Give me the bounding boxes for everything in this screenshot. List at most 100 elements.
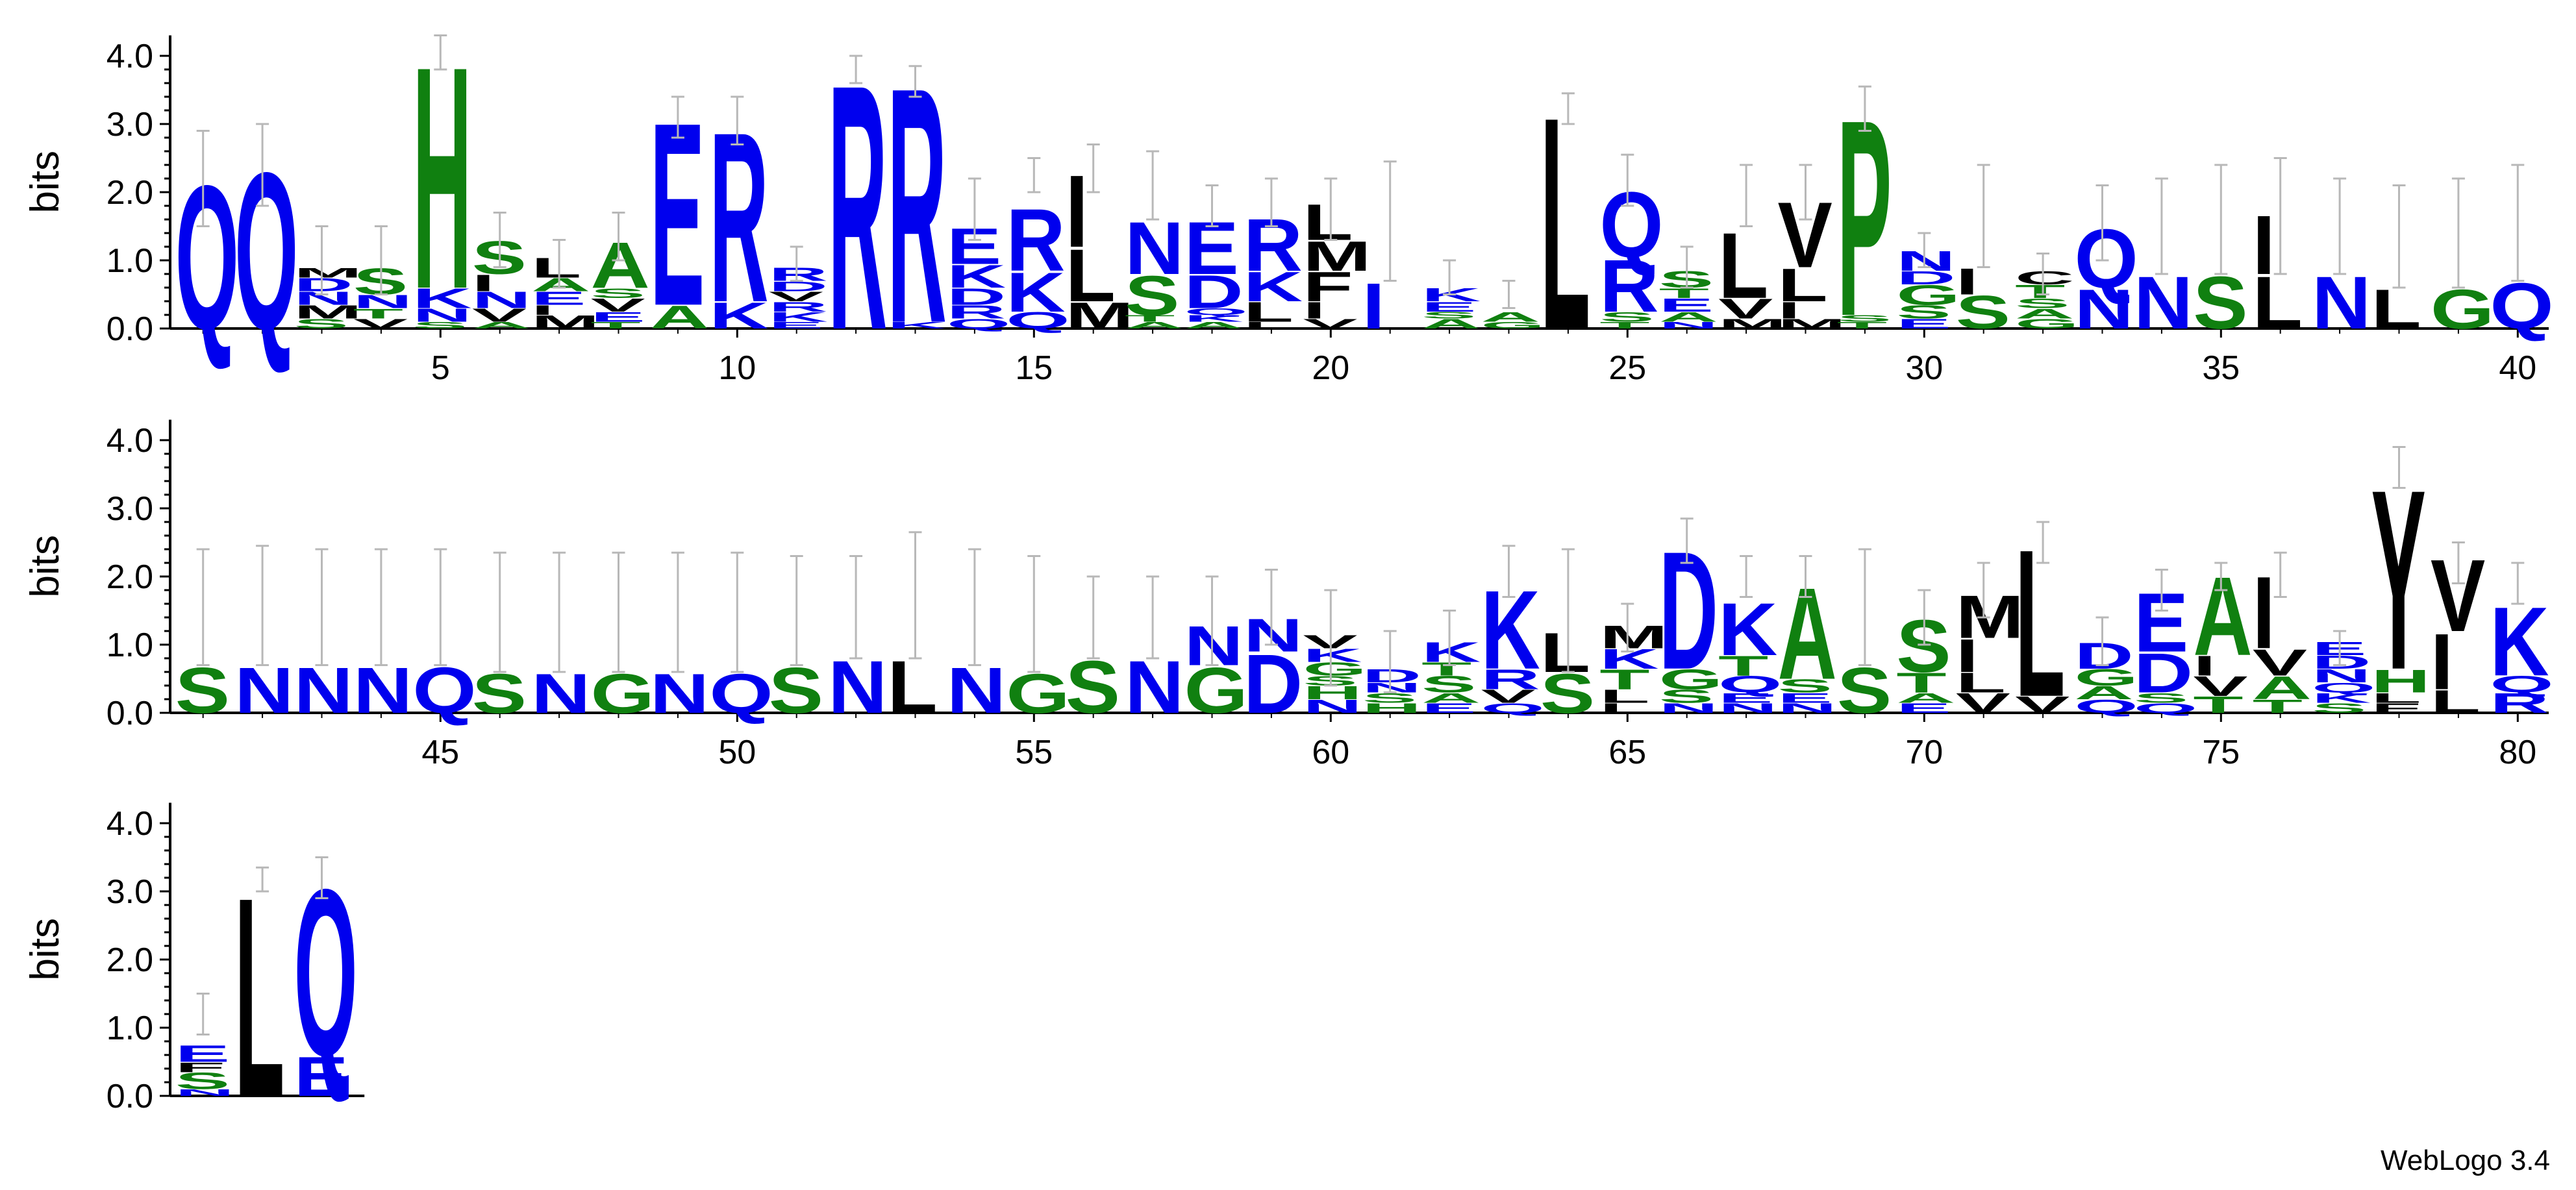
logo-letter: L [1244,297,1294,328]
logo-letter: F [1303,264,1353,310]
x-tick-label: 20 [1312,349,1349,387]
y-tick-label: 0.0 [106,1078,153,1115]
logo-letter: A [472,320,531,330]
logo-letter: L [1303,194,1353,251]
logo-letter: Q [2134,700,2197,716]
logo-letter: N [2134,261,2193,345]
x-tick-label: 25 [1608,349,1646,387]
logo-letter: E [1896,316,1951,332]
logo-letter: K [1184,314,1244,324]
logo-letter: S [1896,302,1951,323]
logo-letter: V [1956,688,2010,719]
x-tick-label: 50 [718,734,756,771]
logo-letter: R [1481,664,1540,695]
logo-letter: S [1421,310,1476,320]
logo-letter: N [1184,614,1244,677]
logo-letter: S [1659,686,1714,707]
logo-letter: Q [2490,671,2553,697]
logo-letter: E [531,288,586,309]
x-tick-label: 35 [2202,349,2240,387]
logo-letter: L [1718,213,1768,318]
y-tick-label: 0.0 [106,695,153,732]
logo-letter: R [769,299,828,314]
logo-letter: L [2015,507,2065,741]
logo-letter: A [2015,306,2074,321]
logo-letter: L [1066,234,1116,317]
logo-letter: A [1421,690,1481,706]
logo-letter: T [2253,696,2303,717]
logo-letter: M [1718,316,1786,332]
y-axis-title: bits [23,151,68,213]
logo-letter: N [1303,696,1362,717]
logo-letter: N [1659,320,1718,330]
logo-letter: R [888,18,947,393]
logo-letter: K [769,309,828,325]
logo-letter: M [294,265,362,280]
logo-letter: L [1540,621,1590,684]
logo-letter: R [2490,688,2549,719]
logo-letter: K [1303,645,1362,666]
logo-letter: D [1362,665,1421,686]
logo-letter: R [1599,244,1658,328]
logo-letter: K [412,283,471,314]
y-tick-label: 2.0 [106,558,153,596]
logo-letter: K [947,258,1006,295]
logo-letter: L [531,253,581,284]
logo-letter: N [2075,278,2134,341]
logo-letter: S [1066,645,1120,729]
logo-letter: D [1659,517,1718,705]
logo-letter: N [1125,206,1184,290]
logo-letter: V [769,289,823,304]
logo-letter: V [353,316,408,332]
logo-letter: T [2015,281,2065,302]
x-tick-label: 15 [1015,349,1053,387]
logo-letter: I [1244,320,1266,330]
y-axis-title: bits [23,918,68,980]
logo-letter: L [2371,690,2421,706]
logo-letter: I [1362,270,1385,343]
logo-letter: H [1362,700,1421,716]
logo-letter: A [1778,560,1837,706]
logo-letter: D [294,275,353,295]
logo-letter: L [1956,667,2006,699]
logo-letter: L [888,645,938,729]
logo-letter: G [2075,664,2138,690]
logo-letter: D [2134,641,2193,704]
logo-letter: S [175,654,230,727]
logo-letter: E [1421,299,1476,314]
y-tick-label: 3.0 [106,490,153,528]
logo-letter: A [591,229,650,302]
logo-letter: Q [2075,696,2138,717]
logo-letter: K [1718,588,1777,671]
y-tick-label: 2.0 [106,174,153,212]
y-tick-label: 4.0 [106,422,153,460]
y-tick-label: 3.0 [106,873,153,911]
logo-letter: I [1066,154,1088,269]
y-tick-label: 3.0 [106,106,153,143]
logo-letter: G [1659,664,1723,695]
logo-letter: I [1956,260,1979,302]
logo-letter: I [1778,297,1801,323]
logo-letter: M [1778,316,1846,332]
x-tick-label: 40 [2499,349,2536,387]
logo-letter: Q [175,143,239,373]
logo-letter: A [1481,309,1540,325]
logo-letter: V [2193,671,2247,702]
y-tick-label: 4.0 [106,805,153,843]
x-tick-label: 55 [1015,734,1053,771]
logo-letter: S [412,320,467,330]
logo-letter: E [175,1041,230,1067]
logo-letter: A [1896,690,1955,706]
logo-letter: S [591,285,645,301]
logo-letter: N [294,288,353,309]
logo-letter: F [175,1060,225,1075]
logo-letter: Q [1481,700,1545,716]
logo-letter: S [1956,286,2010,338]
logo-letter: T [1837,320,1887,330]
logo-letter: N [1244,609,1303,661]
logo-letter: I [2431,617,2453,706]
logo-letter: I [531,303,554,318]
logo-letter: K [709,295,768,336]
logo-letter: N [2312,261,2371,345]
logo-letter: A [1125,320,1184,330]
